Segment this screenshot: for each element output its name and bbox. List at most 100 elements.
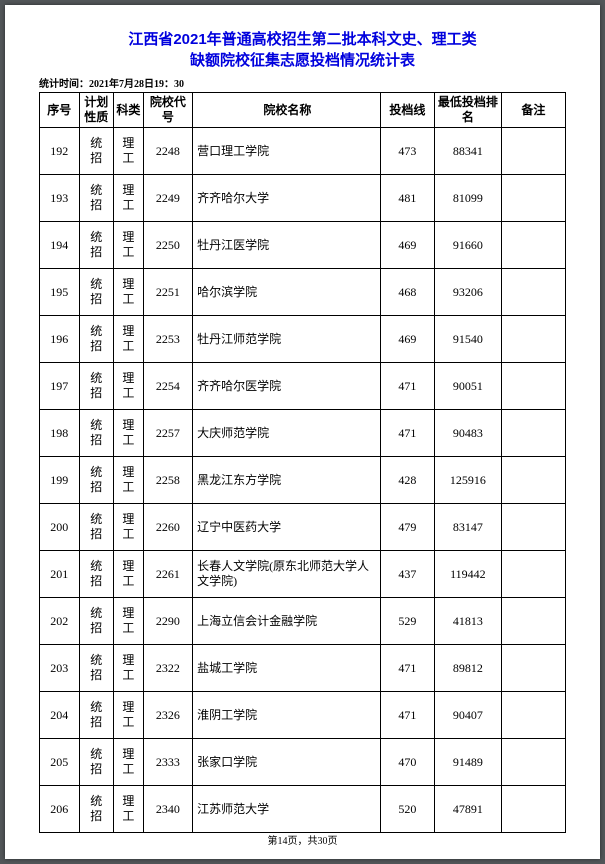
cell-plan: 统招	[79, 269, 114, 316]
cell-subj: 理工	[114, 363, 144, 410]
cell-name: 长春人文学院(原东北师范大学人文学院)	[193, 551, 381, 598]
cell-code: 2257	[143, 410, 192, 457]
cell-subj: 理工	[114, 175, 144, 222]
col-header-seq: 序号	[40, 93, 80, 128]
col-header-name: 院校名称	[193, 93, 381, 128]
cell-plan: 统招	[79, 363, 114, 410]
cell-score: 468	[380, 269, 434, 316]
document-page: 江西省2021年普通高校招生第二批本科文史、理工类 缺额院校征集志愿投档情况统计…	[5, 5, 600, 859]
cell-score: 428	[380, 457, 434, 504]
cell-subj: 理工	[114, 739, 144, 786]
table-row: 206统招理工2340江苏师范大学52047891	[40, 786, 566, 833]
cell-rank: 90407	[435, 692, 502, 739]
table-row: 195统招理工2251哈尔滨学院46893206	[40, 269, 566, 316]
cell-seq: 194	[40, 222, 80, 269]
cell-code: 2260	[143, 504, 192, 551]
cell-subj: 理工	[114, 128, 144, 175]
cell-subj: 理工	[114, 551, 144, 598]
cell-seq: 195	[40, 269, 80, 316]
cell-seq: 202	[40, 598, 80, 645]
cell-note	[501, 128, 565, 175]
cell-score: 471	[380, 692, 434, 739]
table-row: 200统招理工2260辽宁中医药大学47983147	[40, 504, 566, 551]
cell-seq: 193	[40, 175, 80, 222]
cell-name: 江苏师范大学	[193, 786, 381, 833]
cell-note	[501, 269, 565, 316]
cell-subj: 理工	[114, 598, 144, 645]
cell-seq: 192	[40, 128, 80, 175]
cell-plan: 统招	[79, 739, 114, 786]
cell-note	[501, 739, 565, 786]
col-header-note: 备注	[501, 93, 565, 128]
cell-seq: 203	[40, 645, 80, 692]
stat-time-value: 2021年7月28日19：30	[89, 79, 184, 90]
cell-rank: 91489	[435, 739, 502, 786]
cell-note	[501, 222, 565, 269]
cell-code: 2340	[143, 786, 192, 833]
table-body: 192统招理工2248营口理工学院47388341193统招理工2249齐齐哈尔…	[40, 128, 566, 833]
cell-plan: 统招	[79, 551, 114, 598]
table-row: 196统招理工2253牡丹江师范学院46991540	[40, 316, 566, 363]
stat-time: 统计时间：2021年7月28日19：30	[39, 75, 566, 90]
cell-code: 2261	[143, 551, 192, 598]
table-row: 198统招理工2257大庆师范学院47190483	[40, 410, 566, 457]
cell-name: 牡丹江师范学院	[193, 316, 381, 363]
cell-seq: 198	[40, 410, 80, 457]
cell-score: 437	[380, 551, 434, 598]
col-header-subj: 科类	[114, 93, 144, 128]
cell-rank: 89812	[435, 645, 502, 692]
cell-subj: 理工	[114, 269, 144, 316]
cell-rank: 125916	[435, 457, 502, 504]
table-row: 199统招理工2258黑龙江东方学院428125916	[40, 457, 566, 504]
cell-subj: 理工	[114, 786, 144, 833]
table-row: 197统招理工2254齐齐哈尔医学院47190051	[40, 363, 566, 410]
page-title: 江西省2021年普通高校招生第二批本科文史、理工类 缺额院校征集志愿投档情况统计…	[39, 29, 566, 71]
table-row: 205统招理工2333张家口学院47091489	[40, 739, 566, 786]
cell-note	[501, 175, 565, 222]
cell-subj: 理工	[114, 222, 144, 269]
cell-code: 2249	[143, 175, 192, 222]
cell-score: 470	[380, 739, 434, 786]
title-line-2: 缺额院校征集志愿投档情况统计表	[190, 52, 415, 69]
cell-note	[501, 410, 565, 457]
cell-seq: 196	[40, 316, 80, 363]
cell-code: 2254	[143, 363, 192, 410]
cell-plan: 统招	[79, 175, 114, 222]
cell-name: 营口理工学院	[193, 128, 381, 175]
data-table: 序号 计划性质 科类 院校代号 院校名称 投档线 最低投档排名 备注 192统招…	[39, 92, 566, 833]
cell-score: 471	[380, 410, 434, 457]
table-row: 194统招理工2250牡丹江医学院46991660	[40, 222, 566, 269]
cell-code: 2333	[143, 739, 192, 786]
cell-plan: 统招	[79, 457, 114, 504]
cell-score: 469	[380, 222, 434, 269]
cell-score: 471	[380, 363, 434, 410]
cell-note	[501, 363, 565, 410]
cell-subj: 理工	[114, 457, 144, 504]
table-row: 203统招理工2322盐城工学院47189812	[40, 645, 566, 692]
cell-code: 2258	[143, 457, 192, 504]
cell-name: 上海立信会计金融学院	[193, 598, 381, 645]
table-row: 204统招理工2326淮阴工学院47190407	[40, 692, 566, 739]
cell-rank: 47891	[435, 786, 502, 833]
table-header-row: 序号 计划性质 科类 院校代号 院校名称 投档线 最低投档排名 备注	[40, 93, 566, 128]
table-row: 201统招理工2261长春人文学院(原东北师范大学人文学院)437119442	[40, 551, 566, 598]
cell-plan: 统招	[79, 504, 114, 551]
cell-note	[501, 551, 565, 598]
col-header-rank: 最低投档排名	[435, 93, 502, 128]
table-row: 202统招理工2290上海立信会计金融学院52941813	[40, 598, 566, 645]
cell-score: 473	[380, 128, 434, 175]
cell-score: 479	[380, 504, 434, 551]
cell-seq: 199	[40, 457, 80, 504]
col-header-plan: 计划性质	[79, 93, 114, 128]
table-row: 192统招理工2248营口理工学院47388341	[40, 128, 566, 175]
cell-plan: 统招	[79, 598, 114, 645]
cell-seq: 205	[40, 739, 80, 786]
table-row: 193统招理工2249齐齐哈尔大学48181099	[40, 175, 566, 222]
cell-seq: 201	[40, 551, 80, 598]
cell-subj: 理工	[114, 316, 144, 363]
cell-rank: 83147	[435, 504, 502, 551]
cell-name: 牡丹江医学院	[193, 222, 381, 269]
cell-subj: 理工	[114, 410, 144, 457]
cell-seq: 200	[40, 504, 80, 551]
cell-plan: 统招	[79, 692, 114, 739]
